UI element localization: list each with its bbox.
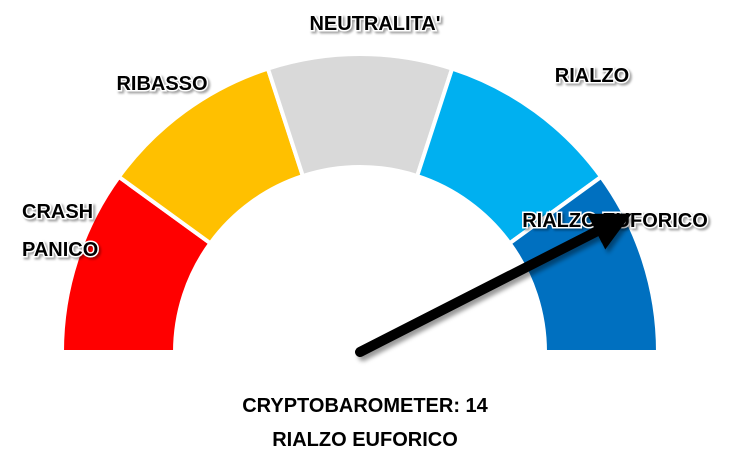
status-label: RIALZO EUFORICO: [272, 429, 458, 451]
value-label: CRYPTOBAROMETER: 14: [242, 395, 488, 417]
segment-label: RIBASSO: [116, 73, 207, 95]
segment-label: PANICO: [22, 239, 98, 261]
segment-label: CRASH: [22, 201, 93, 223]
segment-label: RIALZO: [555, 65, 629, 87]
segment-label: NEUTRALITA': [309, 13, 440, 35]
needle: [355, 213, 632, 357]
